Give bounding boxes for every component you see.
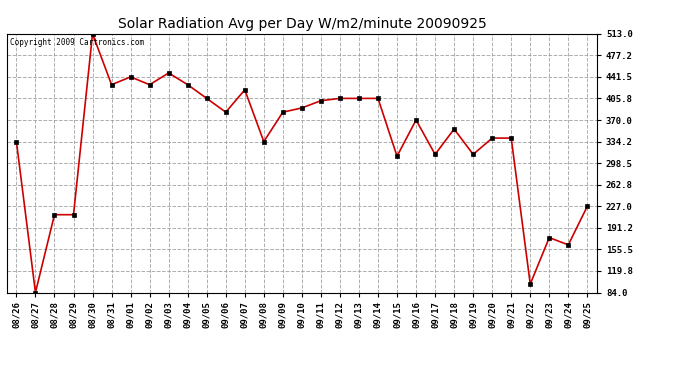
Title: Solar Radiation Avg per Day W/m2/minute 20090925: Solar Radiation Avg per Day W/m2/minute … bbox=[117, 17, 486, 31]
Text: Copyright 2009 Cartronics.com: Copyright 2009 Cartronics.com bbox=[10, 38, 144, 46]
